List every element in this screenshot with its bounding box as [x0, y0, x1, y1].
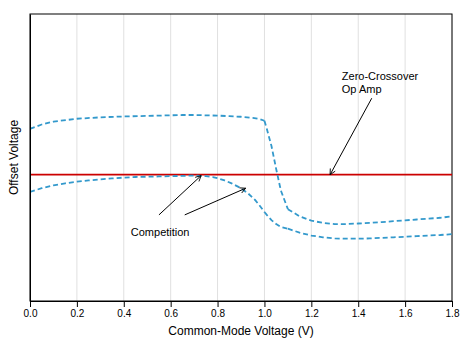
annotation-line: Zero-Crossover [342, 70, 419, 82]
x-tick: 0.6 [164, 301, 178, 319]
annotation-line: Op Amp [342, 83, 382, 95]
x-tick-label: 1.2 [305, 308, 319, 319]
x-tick: 0.2 [70, 301, 84, 319]
annotation-line: Competition [131, 226, 190, 238]
grid-line [217, 14, 218, 301]
x-tick: 1.0 [258, 301, 272, 319]
grid-line [123, 14, 124, 301]
x-tick: 1.6 [399, 301, 413, 319]
x-axis-title: Common-Mode Voltage (V) [168, 324, 313, 338]
grid-line [170, 14, 171, 301]
grid [30, 14, 452, 301]
lines [30, 115, 452, 239]
x-tick-mark [77, 301, 78, 307]
grid-line [76, 14, 77, 301]
line [30, 176, 264, 212]
line [264, 212, 287, 229]
x-tick: 0.0 [24, 301, 38, 319]
line [30, 115, 264, 129]
grid-line [264, 14, 265, 301]
y-axis-title: Offset Voltage [7, 120, 21, 195]
y-axis [30, 15, 31, 302]
x-tick-label: 0.0 [24, 308, 38, 319]
chart-svg: 0.0 0.2 0.4 0.6 0.8 1.0 1.2 1.4 1.6 1.8 Zero-Cross… [0, 0, 468, 345]
grid-line [358, 14, 359, 301]
x-tick-mark [218, 301, 219, 307]
x-tick-label: 1.6 [399, 308, 413, 319]
x-tick-mark [452, 301, 453, 307]
x-tick: 1.4 [352, 301, 366, 319]
annotation-arrow [159, 176, 201, 215]
x-tick-mark [124, 301, 125, 307]
annotation-arrow [185, 188, 246, 215]
plot-frame [30, 14, 452, 301]
x-tick: 1.2 [305, 301, 319, 319]
horizontal-line [30, 174, 452, 176]
x-tick-mark [264, 301, 265, 307]
annotation-arrow [330, 98, 372, 174]
x-tick-label: 0.4 [117, 308, 131, 319]
line [288, 229, 452, 239]
grid-line [405, 14, 406, 301]
line [288, 209, 452, 224]
x-tick: 1.8 [446, 301, 460, 319]
annotations: Zero-CrossoverOp Amp Competition [131, 70, 419, 238]
x-tick-mark [30, 301, 31, 307]
x-tick: 0.8 [211, 301, 225, 319]
x-axis: 0.0 0.2 0.4 0.6 0.8 1.0 1.2 1.4 1.6 1.8 [24, 301, 460, 319]
x-tick-label: 1.8 [446, 308, 460, 319]
x-tick-mark [171, 301, 172, 307]
x-tick: 0.4 [117, 301, 131, 319]
x-tick-label: 0.8 [211, 308, 225, 319]
x-tick-label: 1.0 [258, 308, 272, 319]
y-axis-line [30, 15, 31, 302]
annotation-text: Zero-CrossoverOp Amp [342, 70, 419, 95]
x-tick-mark [358, 301, 359, 307]
x-tick-mark [311, 301, 312, 307]
x-axis-line [31, 301, 453, 302]
x-tick-label: 0.6 [164, 308, 178, 319]
grid-line [311, 14, 312, 301]
x-tick-mark [405, 301, 406, 307]
line [264, 121, 287, 209]
plot-area: 0.0 0.2 0.4 0.6 0.8 1.0 1.2 1.4 1.6 1.8 Zero-Cross… [24, 14, 460, 319]
x-tick-label: 0.2 [70, 308, 84, 319]
annotation-text: Competition [131, 226, 190, 238]
x-tick-label: 1.4 [352, 308, 366, 319]
